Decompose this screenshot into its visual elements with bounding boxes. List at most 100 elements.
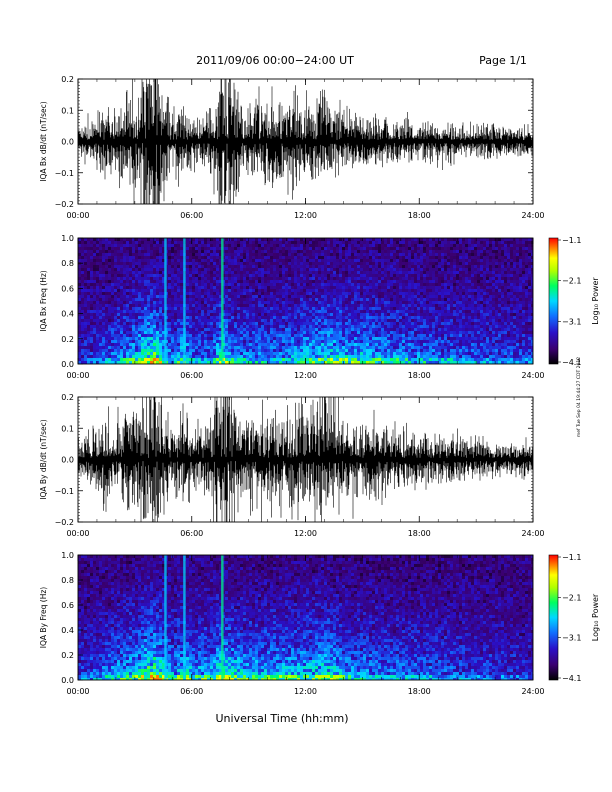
spectrogram-cell <box>93 259 96 262</box>
spectrogram-cell <box>396 253 399 256</box>
spectrogram-cell <box>189 247 192 250</box>
spectrogram-cell <box>357 328 360 331</box>
spectrogram-cell <box>324 331 327 334</box>
spectrogram-cell <box>318 253 321 256</box>
spectrogram-cell <box>273 277 276 280</box>
spectrogram-cell <box>276 316 279 319</box>
spectrogram-cell <box>225 256 228 259</box>
spectrogram-cell <box>378 337 381 340</box>
spectrogram-cell <box>360 301 363 304</box>
spectrogram-cell <box>396 355 399 358</box>
spectrogram-cell <box>228 250 231 253</box>
spectrogram-cell <box>129 286 132 289</box>
spectrogram-cell <box>135 325 138 328</box>
spectrogram-cell <box>384 334 387 337</box>
spectrogram-cell <box>126 346 129 349</box>
spectrogram-cell <box>138 349 141 352</box>
spectrogram-cell <box>405 244 408 247</box>
spectrogram-cell <box>345 361 348 364</box>
spectrogram-cell <box>294 280 297 283</box>
spectrogram-cell <box>387 283 390 286</box>
spectrogram-cell <box>273 349 276 352</box>
spectrogram-cell <box>264 361 267 364</box>
spectrogram-cell <box>297 289 300 292</box>
spectrogram-cell <box>201 286 204 289</box>
spectrogram-cell <box>309 289 312 292</box>
spectrogram-cell <box>153 295 156 298</box>
spectrogram-cell <box>129 280 132 283</box>
spectrogram-cell <box>258 244 261 247</box>
spectrogram-cell <box>153 268 156 271</box>
spectrogram-image <box>78 238 533 364</box>
spectrogram-cell <box>330 301 333 304</box>
spectrogram-cell <box>375 334 378 337</box>
spectrogram-cell <box>327 325 330 328</box>
spectrogram-cell <box>192 313 195 316</box>
spectrogram-cell <box>195 238 198 241</box>
spectrogram-cell <box>303 238 306 241</box>
spectrogram-cell <box>117 292 120 295</box>
spectrogram-cell <box>321 358 324 361</box>
spectrogram-cell <box>318 286 321 289</box>
spectrogram-cell <box>336 256 339 259</box>
spectrogram-cell <box>87 277 90 280</box>
spectrogram-cell <box>186 307 189 310</box>
spectrogram-cell <box>216 334 219 337</box>
spectrogram-cell <box>405 361 408 364</box>
spectrogram-cell <box>324 274 327 277</box>
spectrogram-cell <box>372 238 375 241</box>
spectrogram-cell <box>360 274 363 277</box>
spectrogram-cell <box>126 310 129 313</box>
spectrogram-cell <box>150 304 153 307</box>
spectrogram-cell <box>117 238 120 241</box>
spectrogram-cell <box>105 286 108 289</box>
spectrogram-cell <box>246 238 249 241</box>
spectrogram-cell <box>402 265 405 268</box>
spectrogram-cell <box>87 340 90 343</box>
spectrogram-cell <box>171 244 174 247</box>
spectrogram-cell <box>201 268 204 271</box>
spectrogram-cell <box>153 307 156 310</box>
spectrogram-cell <box>195 355 198 358</box>
spectrogram-cell <box>279 319 282 322</box>
spectrogram-cell <box>153 358 156 361</box>
spectrogram-cell <box>324 256 327 259</box>
spectrogram-cell <box>258 256 261 259</box>
spectrogram-cell <box>291 277 294 280</box>
spectrogram-cell <box>180 292 183 295</box>
spectrogram-cell <box>144 283 147 286</box>
spectrogram-cell <box>318 310 321 313</box>
spectrogram-cell <box>330 292 333 295</box>
spectrogram-cell <box>195 316 198 319</box>
spectrogram-cell <box>276 262 279 265</box>
spectrogram-cell <box>393 319 396 322</box>
spectrogram-cell <box>177 259 180 262</box>
spectrogram-cell <box>399 337 402 340</box>
spectrogram-cell <box>120 262 123 265</box>
spectrogram-cell <box>279 322 282 325</box>
spectrogram-cell <box>129 292 132 295</box>
spectrogram-cell <box>336 352 339 355</box>
spectrogram-cell <box>333 256 336 259</box>
spectrogram-cell <box>219 292 222 295</box>
spectrogram-cell <box>234 358 237 361</box>
spectrogram-cell <box>303 250 306 253</box>
spectrogram-cell <box>306 283 309 286</box>
spectrogram-cell <box>123 286 126 289</box>
spectrogram-cell <box>399 352 402 355</box>
spectrogram-cell <box>99 328 102 331</box>
spectrogram-cell <box>192 352 195 355</box>
spectrogram-cell <box>357 277 360 280</box>
spectrogram-cell <box>153 241 156 244</box>
spectrogram-cell <box>225 259 228 262</box>
spectrogram-cell <box>153 361 156 364</box>
spectrogram-cell <box>366 259 369 262</box>
spectrogram-cell <box>291 283 294 286</box>
spectrogram-cell <box>243 304 246 307</box>
spectrogram-cell <box>408 271 411 274</box>
spectrogram-cell <box>372 271 375 274</box>
spectrogram-cell <box>132 355 135 358</box>
spectrogram-cell <box>258 238 261 241</box>
spectrogram-cell <box>171 346 174 349</box>
spectrogram-cell <box>393 346 396 349</box>
